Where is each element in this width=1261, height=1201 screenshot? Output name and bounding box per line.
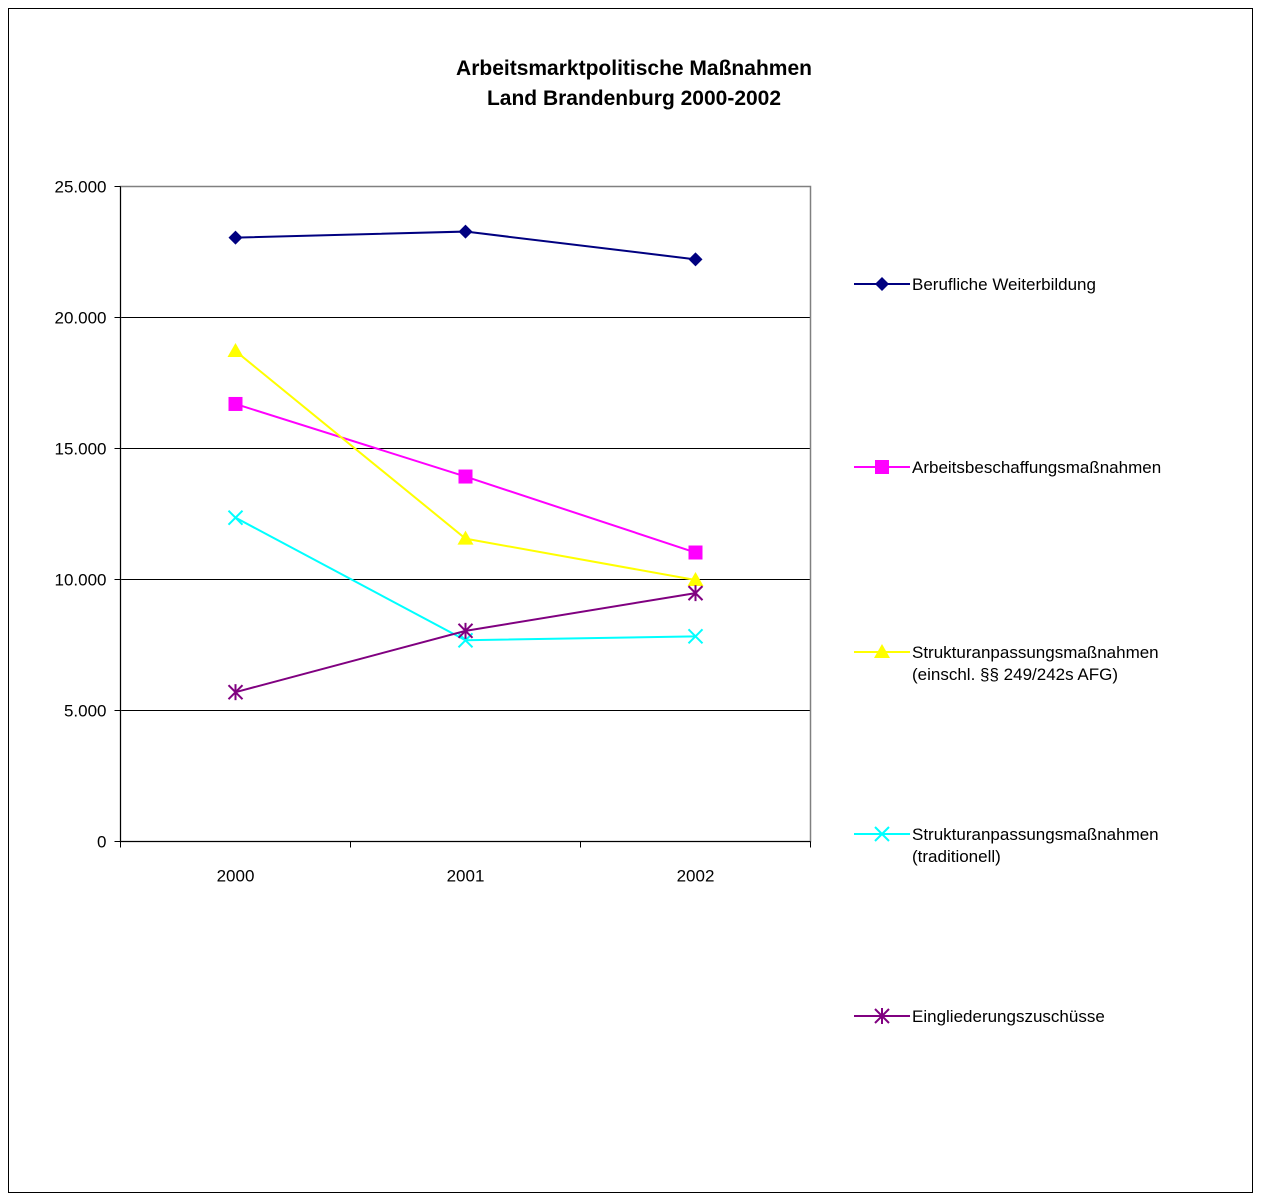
series-2 — [228, 396, 703, 560]
legend-item: Arbeitsbeschaffungsmaßnahmen — [854, 457, 1254, 517]
legend-label: Arbeitsbeschaffungsmaßnahmen — [912, 458, 1162, 477]
y-tick-label: 10.000 — [55, 571, 107, 590]
legend-swatch — [854, 460, 910, 474]
legend-marker — [875, 460, 889, 474]
plot-area — [119, 185, 812, 843]
chart-title-line-2: Land Brandenburg 2000-2002 — [487, 87, 781, 110]
data-point — [227, 509, 244, 526]
series-3 — [227, 343, 704, 587]
data-point — [227, 684, 244, 701]
legend-marker — [874, 1008, 890, 1024]
legend-label: Strukturanpassungsmaßnahmen (einschl. §§… — [912, 643, 1159, 684]
series-line — [235, 592, 696, 694]
y-tick-label: 0 — [97, 833, 106, 852]
data-point — [687, 572, 704, 587]
y-tick-label: 15.000 — [55, 440, 107, 459]
legend-swatch — [854, 1008, 910, 1024]
data-point — [228, 396, 243, 411]
series-5 — [227, 585, 704, 701]
y-tick-label: 20.000 — [55, 309, 107, 328]
series-1 — [228, 224, 703, 267]
data-point — [457, 622, 474, 639]
legend-item: Strukturanpassungsmaßnahmen (einschl. §§… — [854, 642, 1254, 702]
legend-marker — [875, 277, 889, 291]
data-point — [688, 252, 703, 267]
chart-title-line-1: Arbeitsmarktpolitische Maßnahmen — [456, 57, 812, 80]
y-tick-label: 5.000 — [64, 702, 107, 721]
data-point — [458, 224, 473, 239]
line-chart: Arbeitsmarktpolitische Maßnahmen Land Br… — [55, 57, 812, 886]
legend-item: Eingliederungszuschüsse — [854, 1006, 1254, 1066]
y-tick-label: 25.000 — [55, 178, 107, 197]
data-point — [688, 545, 703, 560]
legend-label: Berufliche Weiterbildung — [912, 275, 1096, 294]
legend-marker — [874, 826, 890, 842]
data-point — [227, 343, 244, 358]
data-point — [687, 628, 704, 645]
legend-label: Strukturanpassungsmaßnahmen (traditionel… — [912, 825, 1159, 866]
data-point — [457, 530, 474, 545]
data-point — [687, 585, 704, 602]
legend-item: Berufliche Weiterbildung — [854, 274, 1254, 334]
legend-label: Eingliederungszuschüsse — [912, 1007, 1105, 1026]
x-tick-label: 2001 — [447, 867, 485, 886]
data-point — [228, 230, 243, 245]
data-point — [458, 469, 473, 484]
legend-marker — [874, 644, 890, 658]
x-tick-label: 2002 — [677, 867, 715, 886]
legend-swatch — [854, 826, 910, 842]
chart-frame: Arbeitsmarktpolitische Maßnahmen Land Br… — [8, 8, 1253, 1193]
legend-item: Strukturanpassungsmaßnahmen (traditionel… — [854, 824, 1254, 884]
legend-swatch — [854, 644, 910, 658]
x-tick-label: 2000 — [217, 867, 255, 886]
legend-swatch — [854, 277, 910, 291]
series-line — [234, 350, 696, 582]
